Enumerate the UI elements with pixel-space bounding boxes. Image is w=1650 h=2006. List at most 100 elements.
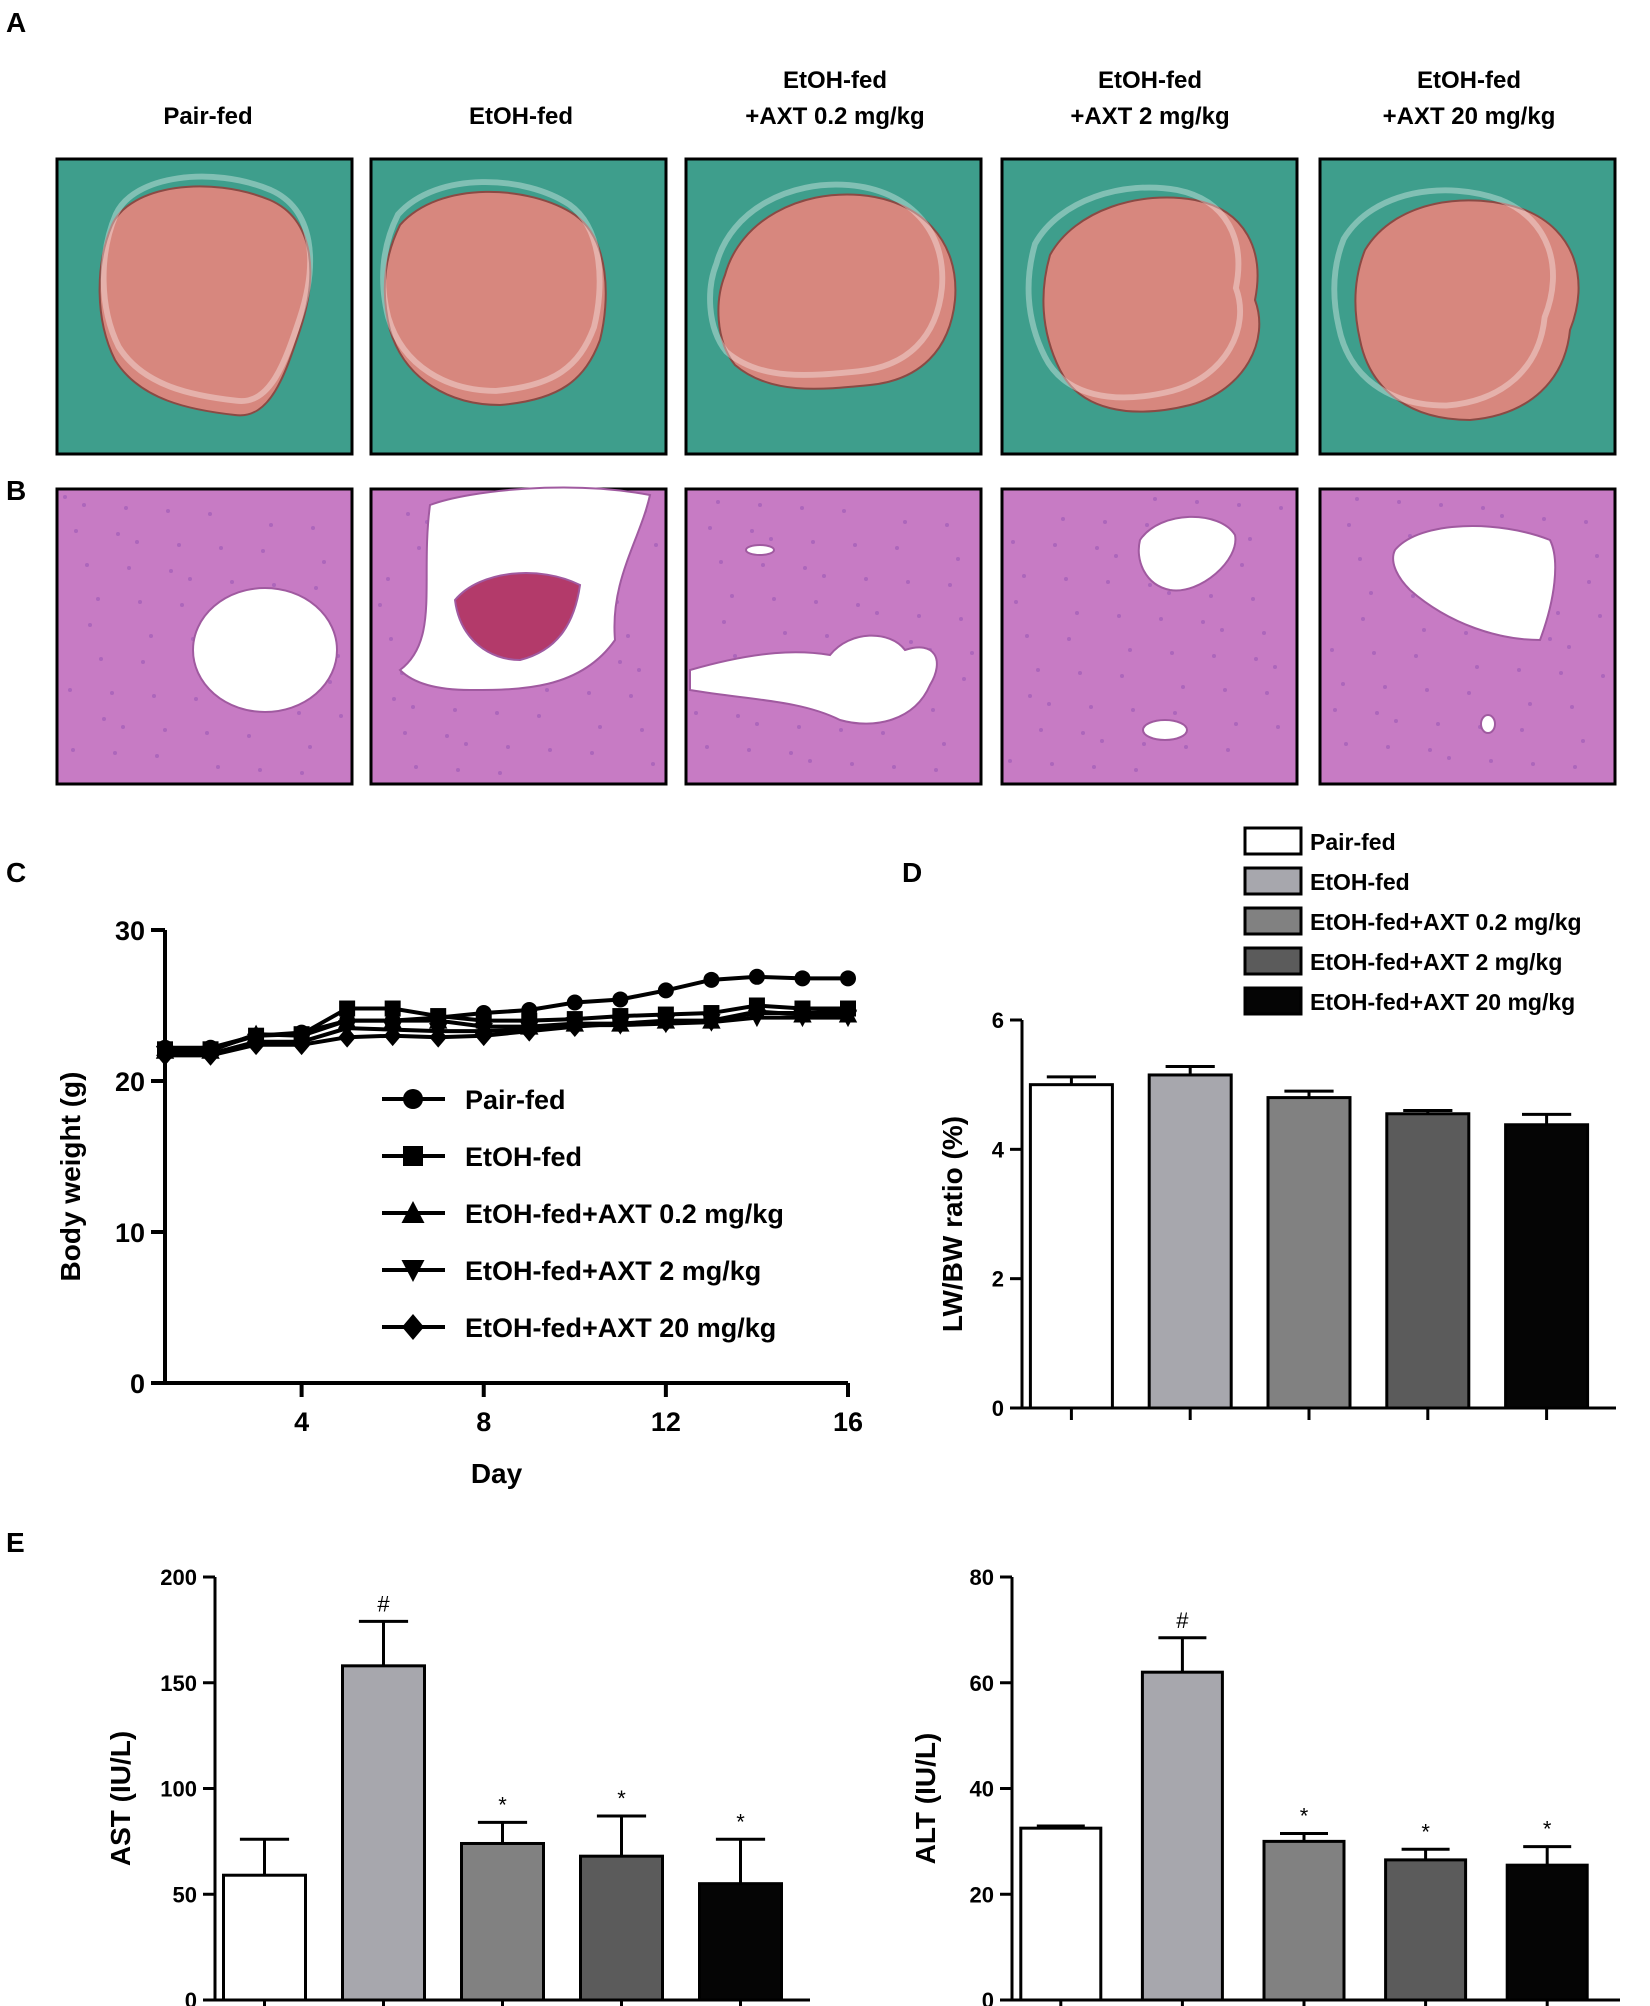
vessel-lumen — [1142, 719, 1188, 741]
tissue-speckle — [1114, 554, 1118, 558]
bar-group-3: * — [460, 1792, 545, 2006]
tissue-speckle — [637, 668, 641, 672]
y-tick-label: 40 — [970, 1777, 994, 1802]
tissue-speckle — [959, 617, 963, 621]
tissue-speckle — [747, 748, 751, 752]
legend-swatch — [1243, 906, 1303, 936]
tissue-speckle — [135, 540, 139, 544]
tissue-speckle — [102, 717, 106, 721]
bar — [1028, 1083, 1114, 1410]
marker-diamond — [611, 1013, 630, 1035]
tissue-speckle — [761, 563, 765, 567]
tissue-speckle — [1587, 580, 1591, 584]
tissue-speckle — [934, 768, 938, 772]
series-line — [165, 1015, 848, 1056]
vessel-lumen — [1480, 714, 1496, 734]
tissue-speckle — [71, 748, 75, 752]
tissue-speckle — [629, 694, 633, 698]
tissue-speckle — [733, 654, 737, 658]
tissue-speckle — [1531, 762, 1535, 766]
tissue-speckle — [917, 614, 921, 618]
liver-photo-3 — [684, 157, 983, 456]
tissue-speckle — [1595, 554, 1599, 558]
y-tick-label: 6 — [992, 1008, 1004, 1033]
marker-square — [339, 1000, 356, 1017]
tissue-speckle — [1489, 759, 1493, 763]
tissue-speckle — [205, 731, 209, 735]
tissue-speckle — [1120, 674, 1124, 678]
tissue-speckle — [694, 711, 698, 715]
x-tick-label: 8 — [476, 1407, 491, 1437]
bar-group-1 — [222, 1837, 307, 2006]
tissue-speckle — [1517, 668, 1521, 672]
panel-letter-a: A — [6, 7, 26, 38]
liver-highlight — [1025, 184, 1243, 401]
marker-diamond — [429, 1026, 447, 1048]
tissue-speckle — [1181, 685, 1185, 689]
tissue-speckle — [378, 603, 382, 607]
tissue-speckle — [138, 600, 142, 604]
tissue-speckle — [113, 751, 117, 755]
alt-chart: 0 20 40 60 80 ALT (IU/L) # * * * — [910, 1565, 1620, 2006]
marker-diamond — [839, 1001, 857, 1022]
y-axis-title: ALT (IU/L) — [910, 1733, 941, 1865]
tissue-speckle — [1330, 648, 1334, 652]
significance-mark: * — [1421, 1819, 1430, 1844]
histology-image-4 — [1000, 487, 1299, 786]
tissue-speckle — [755, 722, 759, 726]
tissue-speckle — [1237, 503, 1241, 507]
marker-diamond — [793, 1002, 812, 1024]
tissue-speckle — [708, 526, 712, 530]
tissue-speckle — [800, 506, 804, 510]
tissue-speckle — [895, 546, 899, 550]
tissue-speckle — [389, 637, 393, 641]
tissue-speckle — [417, 546, 421, 550]
bar-group-2: # — [341, 1591, 426, 2006]
tissue-speckle — [1145, 523, 1149, 527]
tissue-speckle — [1447, 756, 1451, 760]
legend-item: Pair-fed — [382, 1085, 566, 1115]
body-weight-chart: 0 10 20 30 4 8 12 16 Day Body weight (g) Pair-fed E… — [55, 916, 863, 1489]
tissue-speckle — [1028, 694, 1032, 698]
marker-square — [384, 1000, 401, 1017]
tissue-speckle — [772, 597, 776, 601]
tissue-speckle — [141, 660, 145, 664]
tissue-speckle — [1092, 765, 1096, 769]
tissue-speckle — [1559, 671, 1563, 675]
y-tick-label: 200 — [160, 1565, 197, 1590]
bar — [341, 1664, 426, 2002]
col-label-1-line2: Pair-fed — [163, 103, 252, 130]
legend-label: EtOH-fed — [1310, 869, 1410, 895]
y-tick-label: 0 — [130, 1369, 145, 1399]
tissue-speckle — [314, 586, 318, 590]
tissue-speckle — [1075, 611, 1079, 615]
tissue-speckle — [853, 543, 857, 547]
significance-mark: * — [1543, 1817, 1552, 1842]
tissue-speckle — [1394, 719, 1398, 723]
tissue-speckle — [1341, 682, 1345, 686]
tissue-speckle — [1078, 671, 1082, 675]
tissue-speckle — [769, 537, 773, 541]
tissue-speckle — [811, 540, 815, 544]
tissue-speckle — [906, 580, 910, 584]
tissue-speckle — [1159, 617, 1163, 621]
tissue-speckle — [1209, 594, 1213, 598]
tissue-speckle — [750, 529, 754, 533]
bar — [460, 1841, 545, 2002]
liver-highlight — [1331, 187, 1556, 409]
tissue-speckle — [261, 549, 265, 553]
tissue-speckle — [839, 728, 843, 732]
y-axis-title: Body weight (g) — [55, 1072, 86, 1282]
vessel-lumen — [1392, 525, 1557, 642]
legend-item: EtOH-fed+AXT 20 mg/kg — [1243, 986, 1575, 1016]
legend-label: EtOH-fed+AXT 0.2 mg/kg — [1310, 909, 1582, 935]
tissue-speckle — [1464, 631, 1468, 635]
tissue-speckle — [1095, 546, 1099, 550]
vessel-lumen — [453, 572, 582, 662]
tissue-speckle — [1344, 742, 1348, 746]
tissue-speckle — [1548, 637, 1552, 641]
tissue-speckle — [1240, 563, 1244, 567]
tissue-speckle — [464, 742, 468, 746]
tissue-speckle — [931, 708, 935, 712]
